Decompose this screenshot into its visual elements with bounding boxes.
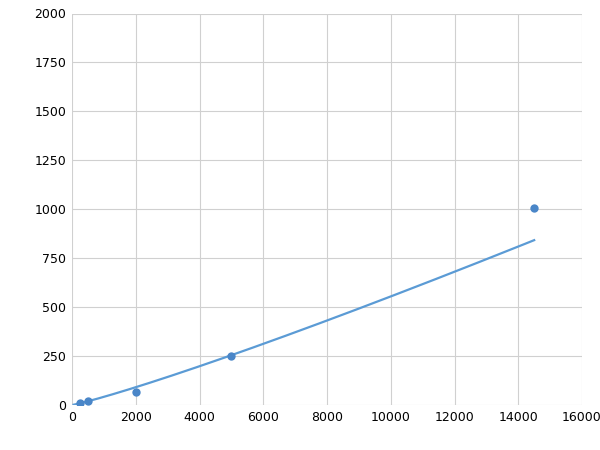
Point [529,205,539,212]
Point [75,400,85,407]
Point [83,397,93,405]
Point [131,389,140,396]
Point [227,352,236,360]
